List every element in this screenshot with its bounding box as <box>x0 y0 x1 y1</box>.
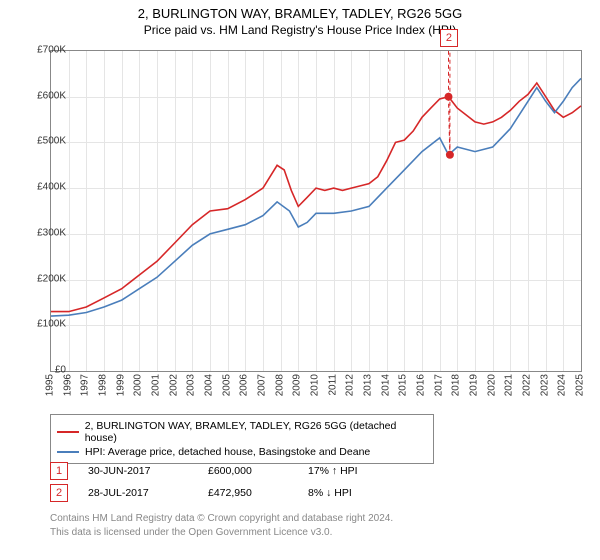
x-axis-tick-label: 2022 <box>522 374 533 396</box>
y-axis-tick-label: £100K <box>20 319 66 330</box>
y-axis-tick-label: £400K <box>20 182 66 193</box>
transaction-index-box: 1 <box>50 462 68 480</box>
x-axis-tick-label: 2013 <box>363 374 374 396</box>
x-axis-tick-label: 2003 <box>186 374 197 396</box>
x-axis-tick-label: 2016 <box>416 374 427 396</box>
chart-legend: 2, BURLINGTON WAY, BRAMLEY, TADLEY, RG26… <box>50 414 434 464</box>
y-axis-tick-label: £600K <box>20 90 66 101</box>
x-axis-tick-label: 2001 <box>151 374 162 396</box>
x-axis-tick-label: 2015 <box>398 374 409 396</box>
attribution-line: Contains HM Land Registry data © Crown c… <box>50 512 393 526</box>
series-hpi <box>51 78 581 316</box>
x-axis-tick-label: 2017 <box>433 374 444 396</box>
x-axis-tick-label: 2000 <box>133 374 144 396</box>
transaction-row: 2 28-JUL-2017 £472,950 8% ↓ HPI <box>50 482 570 504</box>
transaction-index-box: 2 <box>50 484 68 502</box>
y-axis-tick-label: £300K <box>20 227 66 238</box>
transaction-pct-vs-hpi: 17% ↑ HPI <box>308 465 398 477</box>
y-axis-tick-label: £200K <box>20 273 66 284</box>
transaction-date: 30-JUN-2017 <box>88 465 188 477</box>
x-axis-tick-label: 2011 <box>327 374 338 396</box>
x-axis-tick-label: 2025 <box>575 374 586 396</box>
x-axis-tick-label: 2007 <box>257 374 268 396</box>
x-axis-tick-label: 2023 <box>539 374 550 396</box>
transaction-price: £600,000 <box>208 465 288 477</box>
y-axis-tick-label: £0 <box>20 365 66 376</box>
transaction-price: £472,950 <box>208 487 288 499</box>
x-axis-tick-label: 2024 <box>557 374 568 396</box>
chart-subtitle: Price paid vs. HM Land Registry's House … <box>0 23 600 37</box>
y-axis-tick-label: £700K <box>20 45 66 56</box>
callout-box: 2 <box>440 29 458 47</box>
x-axis-tick-label: 1999 <box>115 374 126 396</box>
transaction-row: 1 30-JUN-2017 £600,000 17% ↑ HPI <box>50 460 570 482</box>
x-axis-tick-label: 2008 <box>274 374 285 396</box>
x-axis-tick-label: 2020 <box>486 374 497 396</box>
x-axis-tick-label: 2021 <box>504 374 515 396</box>
x-axis-tick-label: 2014 <box>380 374 391 396</box>
series-price_paid <box>51 83 581 312</box>
x-axis-tick-label: 2006 <box>239 374 250 396</box>
legend-label: 2, BURLINGTON WAY, BRAMLEY, TADLEY, RG26… <box>85 420 427 444</box>
x-axis-tick-label: 2012 <box>345 374 356 396</box>
x-axis-tick-label: 1998 <box>98 374 109 396</box>
x-axis-tick-label: 2019 <box>469 374 480 396</box>
x-axis-tick-label: 2005 <box>221 374 232 396</box>
attribution-line: This data is licensed under the Open Gov… <box>50 526 393 540</box>
x-axis-tick-label: 1997 <box>80 374 91 396</box>
x-axis-tick-label: 2018 <box>451 374 462 396</box>
x-axis-tick-label: 2010 <box>310 374 321 396</box>
attribution-text: Contains HM Land Registry data © Crown c… <box>50 512 393 539</box>
x-axis-tick-label: 1995 <box>45 374 56 396</box>
legend-swatch <box>57 431 79 433</box>
chart-plot-area <box>50 50 582 372</box>
x-axis-tick-label: 2002 <box>168 374 179 396</box>
transaction-pct-vs-hpi: 8% ↓ HPI <box>308 487 398 499</box>
transaction-table: 1 30-JUN-2017 £600,000 17% ↑ HPI 2 28-JUL-201… <box>50 460 570 504</box>
chart-title: 2, BURLINGTON WAY, BRAMLEY, TADLEY, RG26… <box>0 6 600 21</box>
x-axis-tick-label: 2009 <box>292 374 303 396</box>
transaction-date: 28-JUL-2017 <box>88 487 188 499</box>
legend-label: HPI: Average price, detached house, Basi… <box>85 446 370 458</box>
x-axis-tick-label: 1996 <box>62 374 73 396</box>
y-axis-tick-label: £500K <box>20 136 66 147</box>
legend-item: HPI: Average price, detached house, Basi… <box>57 445 427 459</box>
legend-swatch <box>57 451 79 453</box>
x-axis-tick-label: 2004 <box>204 374 215 396</box>
legend-item: 2, BURLINGTON WAY, BRAMLEY, TADLEY, RG26… <box>57 419 427 445</box>
